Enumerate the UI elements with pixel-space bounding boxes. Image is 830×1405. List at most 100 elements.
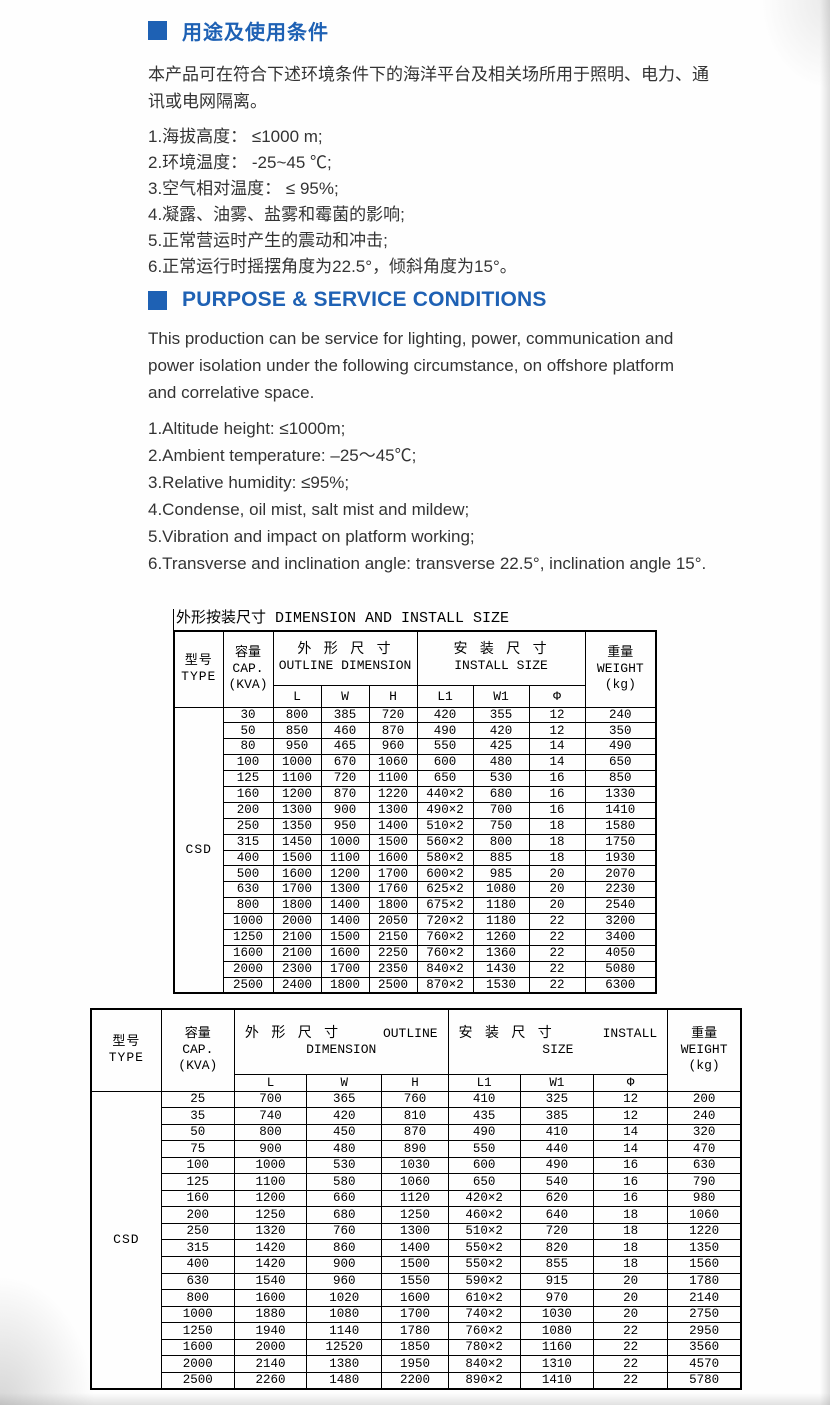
table-cell: 2070 — [584, 865, 657, 883]
list-item: 4.凝露、油雾、盐雾和霉菌的影响; — [148, 205, 405, 224]
list-item: 6.正常运行时摇摆角度为22.5°，倾斜角度为15°。 — [148, 257, 517, 276]
table-cell: 840×2 — [447, 1355, 521, 1373]
table-cell: 1410 — [519, 1371, 594, 1390]
table-cell: 850 — [272, 722, 322, 740]
table-cell: 2140 — [667, 1289, 742, 1307]
type-value-cell: CSD — [173, 706, 224, 994]
table-cell: 12 — [592, 1107, 669, 1125]
table-cell: 14 — [592, 1140, 669, 1158]
table-cell: 720×2 — [416, 913, 474, 930]
table-cell: 760 — [381, 1090, 449, 1109]
table-cell: 1500 — [381, 1255, 449, 1274]
table-cell: 680 — [472, 785, 530, 803]
blue-square-icon — [148, 21, 167, 40]
table-row: 75 900 480 890 550 440 14 470 — [91, 1140, 742, 1158]
table-cell: 12 — [528, 722, 586, 740]
table-cell: 550×2 — [447, 1239, 521, 1257]
table-cell: 960 — [368, 738, 418, 756]
header-install-cn: 安 装 尺 寸 — [453, 642, 549, 659]
table-cell: 760×2 — [447, 1322, 521, 1340]
table-cell: 1600 — [272, 865, 322, 883]
table-cell: 160 — [160, 1189, 235, 1208]
header-install-en: INSTALL SIZE — [454, 658, 548, 674]
table-cell: 1020 — [306, 1289, 383, 1307]
dimension-install-table: 型号 TYPE 容量 CAP. (KVA) 外 形 尺 寸 OUTLINE DI… — [90, 1008, 742, 1390]
dimension-install-table: 型号 TYPE 容量 CAP. (KVA) 外 形 尺 寸 OUTLINE DI… — [173, 630, 658, 995]
list-item: 5.正常营运时产生的震动和冲击; — [148, 231, 388, 250]
table-cell: 800 — [472, 833, 530, 851]
table-row: 2500 2400 1800 2500 870×2 1530 22 6300 — [174, 976, 657, 994]
table-cell: 650 — [416, 770, 474, 787]
table-cell: 6300 — [584, 976, 657, 994]
table-cell: 490 — [584, 738, 657, 756]
table-cell: 1260 — [472, 928, 530, 946]
table-cell: 1250 — [222, 928, 274, 946]
table-cell: 1160 — [519, 1338, 594, 1357]
table-title: 外形按装尺寸 DIMENSION AND INSTALL SIZE — [173, 609, 657, 630]
table-cell: 465 — [320, 738, 370, 756]
table-cell: 125 — [222, 770, 274, 787]
header-weight: 重量 WEIGHT (kg) — [584, 630, 657, 708]
table-cell: 16 — [528, 770, 586, 787]
table-cell: 1530 — [472, 976, 530, 994]
table-cell: 315 — [222, 833, 274, 851]
table-cell: 22 — [592, 1355, 669, 1373]
table-cell: 960 — [306, 1272, 383, 1291]
table-cell: 1300 — [320, 881, 370, 899]
table-row: 50 850 460 870 490 420 12 350 — [174, 722, 657, 740]
table-cell: 1600 — [160, 1338, 235, 1357]
table-cell: 1930 — [584, 849, 657, 867]
table-cell: 1000 — [222, 913, 274, 930]
header-L: L — [233, 1073, 308, 1092]
table-row: 160 1200 870 1220 440×2 680 16 1330 — [174, 785, 657, 803]
table-cell: 4050 — [584, 944, 657, 962]
table-cell: 14 — [528, 754, 586, 772]
table-cell: 950 — [272, 738, 322, 756]
table-cell: 530 — [472, 770, 530, 787]
table-cell: 530 — [306, 1156, 383, 1175]
table-row: 100 1000 670 1060 600 480 14 650 — [174, 754, 657, 772]
table-row: 630 1700 1300 1760 625×2 1080 20 2230 — [174, 881, 657, 899]
table-cell: 1300 — [381, 1222, 449, 1241]
table-cell: 16 — [592, 1189, 669, 1208]
table-cell: 22 — [592, 1371, 669, 1390]
table-cell: 325 — [519, 1090, 594, 1109]
table-cell: 22 — [528, 913, 586, 930]
table-cell: 760×2 — [416, 928, 474, 946]
header-capacity: 容量 CAP. (KVA) — [160, 1008, 235, 1092]
table-cell: 1420 — [233, 1255, 308, 1274]
table-cell: 1080 — [519, 1322, 594, 1340]
header-phi: Φ — [592, 1073, 669, 1092]
table-cell: 3400 — [584, 928, 657, 946]
table-cell: 1030 — [519, 1305, 594, 1324]
table-cell: 50 — [160, 1123, 235, 1142]
dimension-table-1: 外形按装尺寸 DIMENSION AND INSTALL SIZE 型号 TYP… — [173, 609, 658, 995]
table-cell: 2500 — [222, 976, 274, 994]
table-cell: 1600 — [381, 1289, 449, 1307]
table-cell: 12 — [528, 706, 586, 724]
table-cell: 1780 — [667, 1272, 742, 1291]
table-cell: 810 — [381, 1107, 449, 1125]
table-cell: 22 — [528, 960, 586, 978]
list-item: 1.海拔高度： ≤1000 m; — [148, 127, 323, 146]
table-cell: 50 — [222, 722, 274, 740]
table-cell: 550 — [416, 738, 474, 756]
table-row: 160 1200 660 1120 420×2 620 16 980 — [91, 1189, 742, 1208]
table-cell: 885 — [472, 849, 530, 867]
table-cell: 470 — [667, 1140, 742, 1158]
table-cell: 1200 — [320, 865, 370, 883]
table-cell: 18 — [592, 1222, 669, 1241]
table-cell: 800 — [160, 1289, 235, 1307]
table-cell: 20 — [592, 1272, 669, 1291]
table-cell: 700 — [472, 801, 530, 819]
table-cell: 80 — [222, 738, 274, 756]
table-cell: 1080 — [306, 1305, 383, 1324]
table-cell: 1410 — [584, 801, 657, 819]
table-cell: 790 — [667, 1173, 742, 1191]
table-cell: 1500 — [368, 833, 418, 851]
table-cell: 410 — [519, 1123, 594, 1142]
table-cell: 18 — [528, 817, 586, 835]
header-L: L — [272, 684, 322, 708]
table-cell: 250 — [222, 817, 274, 835]
table-cell: 420 — [416, 706, 474, 724]
